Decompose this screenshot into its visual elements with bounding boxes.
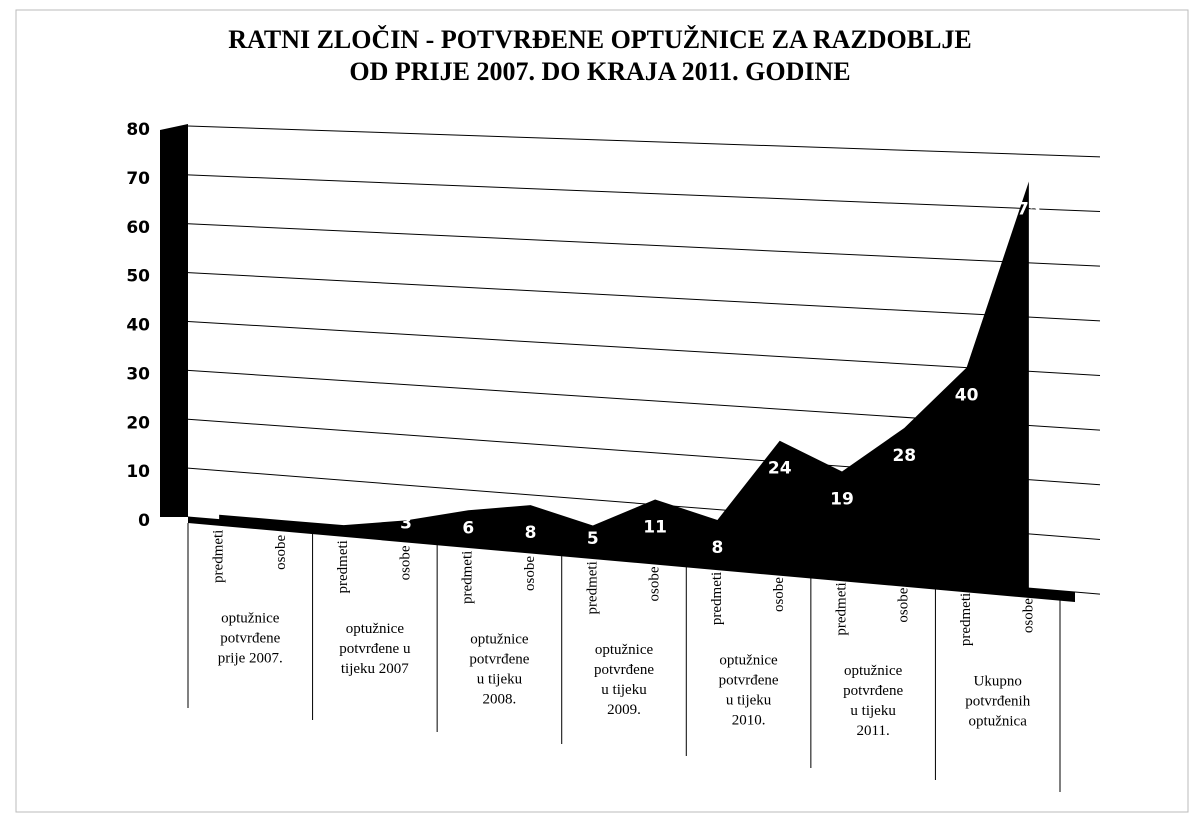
group-label: 2010.: [732, 712, 766, 728]
x-tick-label: predmeti: [211, 530, 227, 583]
group-label: potvrđene: [220, 630, 280, 646]
value-label: 11: [643, 517, 667, 537]
x-tick-label: predmeti: [709, 572, 725, 625]
value-label: 1: [338, 508, 350, 528]
x-tick-label: predmeti: [958, 593, 974, 646]
value-label: 1: [276, 503, 288, 523]
grid-line: [187, 223, 1101, 267]
side-wall: [160, 124, 188, 517]
x-tick-label: predmeti: [460, 551, 476, 604]
group-label: 2011.: [857, 723, 890, 739]
chart-title: OD PRIJE 2007. DO KRAJA 2011. GODINE: [349, 57, 850, 86]
x-tick-label: osobe: [896, 587, 912, 622]
group-label: potvrđene u: [339, 641, 411, 657]
value-label: 19: [830, 490, 854, 510]
group-label: optužnice: [844, 663, 903, 679]
y-tick-label: 60: [126, 218, 150, 238]
grid-line: [187, 174, 1101, 213]
y-tick-label: 70: [126, 169, 150, 189]
x-tick-label: osobe: [273, 535, 289, 570]
grid-line: [187, 321, 1101, 376]
value-label: 8: [712, 538, 724, 558]
area: [219, 181, 1029, 589]
group-label: u tijeku: [601, 682, 647, 698]
value-label: 40: [955, 386, 979, 406]
x-tick-label: predmeti: [833, 582, 849, 635]
group-label: u tijeku: [850, 703, 896, 719]
group-label: optužnice: [470, 631, 529, 647]
group-label: tijeku 2007: [341, 661, 409, 677]
group-label: optužnice: [221, 610, 280, 626]
group-label: potvrđenih: [965, 693, 1030, 709]
x-tick-label: predmeti: [335, 540, 351, 593]
group-label: optužnice: [595, 642, 654, 658]
y-tick-label: 50: [126, 267, 150, 287]
group-label: optužnice: [719, 652, 778, 668]
chart-title: RATNI ZLOČIN - POTVRĐENE OPTUŽNICE ZA RA…: [228, 25, 972, 54]
y-tick-label: 0: [138, 511, 150, 531]
y-tick-label: 80: [126, 120, 150, 140]
grid-line: [187, 125, 1101, 158]
value-label: 75: [1017, 200, 1041, 220]
group-label: potvrđene: [594, 662, 654, 678]
grid-line: [187, 272, 1101, 322]
group-label: potvrđene: [469, 651, 529, 667]
value-label: 28: [892, 446, 916, 466]
group-label: u tijeku: [477, 671, 523, 687]
value-label: 6: [462, 519, 474, 539]
x-tick-label: osobe: [647, 566, 663, 601]
x-tick-label: osobe: [397, 545, 413, 580]
x-tick-label: osobe: [522, 556, 538, 591]
group-label: Ukupno: [974, 673, 1022, 689]
x-tick-label: predmeti: [584, 561, 600, 614]
group-label: optužnice: [346, 621, 405, 637]
value-label: 5: [587, 529, 599, 549]
y-tick-label: 40: [126, 316, 150, 336]
value-label: 8: [525, 523, 537, 543]
y-tick-label: 30: [126, 364, 150, 384]
group-label: potvrđene: [843, 683, 903, 699]
frame: [15, 9, 1189, 813]
x-tick-label: osobe: [1020, 598, 1036, 633]
floor-edge: [188, 517, 1075, 602]
value-label: 3: [400, 513, 412, 533]
group-label: prije 2007.: [218, 650, 283, 666]
x-tick-label: osobe: [771, 577, 787, 612]
value-label: 24: [768, 459, 792, 479]
group-label: 2009.: [607, 702, 641, 718]
y-tick-label: 20: [126, 413, 150, 433]
group-label: optužnica: [969, 713, 1028, 729]
group-label: 2008.: [483, 691, 517, 707]
group-label: potvrđene: [719, 672, 779, 688]
value-label: 1: [213, 498, 225, 518]
group-label: u tijeku: [726, 692, 772, 708]
y-tick-label: 10: [126, 462, 150, 482]
